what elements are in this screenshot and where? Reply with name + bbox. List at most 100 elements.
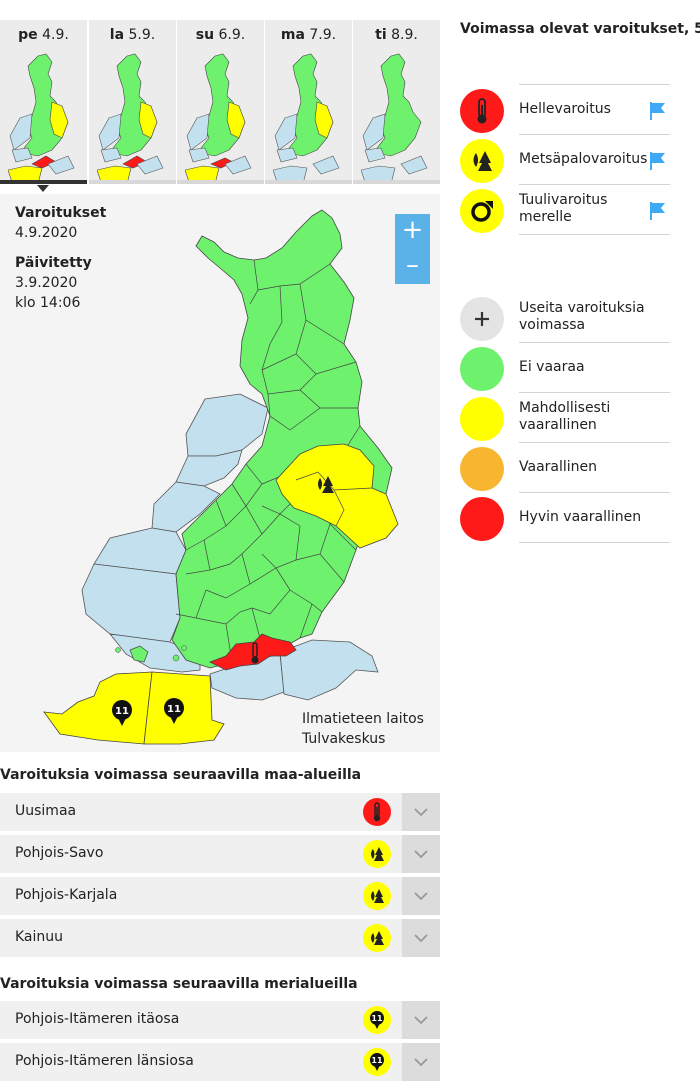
thermometer-icon bbox=[363, 798, 391, 826]
legend-label: Mahdollisesti vaarallinen bbox=[519, 400, 611, 433]
day-tab-2[interactable]: la 5.9. bbox=[89, 20, 176, 184]
day-date: 5.9. bbox=[128, 27, 156, 43]
forest-fire-icon bbox=[363, 882, 391, 910]
expand-button[interactable] bbox=[402, 877, 440, 915]
level-yellow-swatch bbox=[460, 397, 504, 441]
legend-level-potentially-dangerous: Mahdollisesti vaarallinen bbox=[460, 394, 670, 444]
region-name: Pohjois-Itämeren itäosa bbox=[15, 1011, 180, 1027]
warning-map[interactable]: 11 11 Varoitukset 4.9.2020 Päivitetty 3.… bbox=[0, 194, 440, 752]
warnings-date: 4.9.2020 bbox=[15, 225, 78, 241]
legend-label: Metsäpalovaroitus bbox=[519, 151, 648, 167]
day-date: 7.9. bbox=[309, 27, 337, 43]
expand-button[interactable] bbox=[402, 919, 440, 957]
flag-icon[interactable] bbox=[650, 152, 666, 170]
wind-arrow-icon bbox=[460, 189, 504, 233]
level-green-swatch bbox=[460, 347, 504, 391]
warnings-label: Varoitukset bbox=[15, 205, 107, 221]
legend-label: Hyvin vaarallinen bbox=[519, 509, 642, 525]
level-red-swatch bbox=[460, 497, 504, 541]
forest-fire-icon[interactable] bbox=[318, 476, 334, 493]
day-tab-3[interactable]: su 6.9. bbox=[177, 20, 264, 184]
region-row-pohjois-karjala[interactable]: Pohjois-Karjala bbox=[0, 877, 440, 915]
thumbnail-map bbox=[361, 53, 428, 184]
region-row-pohjois-itameren-lansiosa[interactable]: Pohjois-Itämeren länsiosa 11 bbox=[0, 1043, 440, 1081]
wind-marker-icon[interactable]: 11 bbox=[164, 698, 184, 724]
legend-title: Voimassa olevat varoitukset, 5 bbox=[460, 21, 700, 37]
flag-icon[interactable] bbox=[650, 102, 666, 120]
legend-level-no-danger: Ei vaaraa bbox=[460, 344, 670, 394]
expand-button[interactable] bbox=[402, 1043, 440, 1081]
plus-icon bbox=[460, 297, 504, 341]
credit-fmi: Ilmatieteen laitos bbox=[302, 711, 424, 727]
credit-flood-centre: Tulvakeskus bbox=[302, 731, 386, 747]
thumbnail-map bbox=[97, 53, 164, 184]
wind-marker-value: 11 bbox=[371, 1056, 383, 1065]
wind-marker-value: 11 bbox=[167, 704, 181, 715]
flag-icon[interactable] bbox=[650, 202, 666, 220]
zoom-in-button[interactable]: + bbox=[395, 214, 430, 249]
thumbnail-map bbox=[8, 53, 75, 184]
legend-forest-fire-warning: Metsäpalovaroitus bbox=[460, 136, 670, 186]
chevron-down-icon bbox=[414, 1016, 428, 1025]
land-section-title: Varoituksia voimassa seuraavilla maa-alu… bbox=[0, 767, 362, 783]
wind-marker-value: 11 bbox=[115, 706, 129, 717]
chevron-down-icon bbox=[414, 892, 428, 901]
day-tab-1[interactable]: pe 4.9. bbox=[0, 20, 87, 192]
day-date: 4.9. bbox=[42, 27, 69, 43]
legend-wind-warning: Tuulivaroitus merelle bbox=[460, 186, 670, 236]
sea-area-northern-baltic-west[interactable] bbox=[43, 671, 153, 745]
sea-section-title: Varoituksia voimassa seuraavilla merialu… bbox=[0, 976, 358, 992]
wind-marker-value: 11 bbox=[371, 1014, 383, 1023]
wind-marker-icon: 11 bbox=[363, 1048, 391, 1076]
day-abbr: su bbox=[195, 27, 215, 43]
forest-fire-icon bbox=[363, 924, 391, 952]
forest-fire-icon bbox=[363, 840, 391, 868]
thermometer-icon bbox=[460, 89, 504, 133]
day-abbr: pe bbox=[18, 27, 38, 43]
finland-map: 11 11 bbox=[43, 209, 399, 745]
thermometer-icon[interactable] bbox=[251, 642, 259, 664]
aland-islands bbox=[129, 645, 149, 663]
legend-label: Ei vaaraa bbox=[519, 359, 585, 375]
thumbnail-map bbox=[185, 53, 252, 184]
region-row-pohjois-savo[interactable]: Pohjois-Savo bbox=[0, 835, 440, 873]
legend-label: Vaarallinen bbox=[519, 459, 598, 475]
day-tabs: pe 4.9. la 5.9. su 6.9. bbox=[0, 20, 440, 192]
updated-label: Päivitetty bbox=[15, 255, 92, 271]
day-abbr: ma bbox=[280, 27, 305, 43]
region-name: Pohjois-Itämeren länsiosa bbox=[15, 1053, 194, 1069]
updated-time: klo 14:06 bbox=[15, 295, 81, 311]
chevron-down-icon bbox=[414, 808, 428, 817]
region-name: Kainuu bbox=[15, 929, 64, 945]
forest-fire-icon bbox=[460, 139, 504, 183]
sea-area-gulf-of-finland-east[interactable] bbox=[279, 639, 379, 701]
region-name: Pohjois-Karjala bbox=[15, 887, 118, 903]
expand-button[interactable] bbox=[402, 1001, 440, 1039]
region-name: Pohjois-Savo bbox=[15, 845, 104, 861]
legend-level-dangerous: Vaarallinen bbox=[460, 444, 670, 494]
level-orange-swatch bbox=[460, 447, 504, 491]
wind-marker-icon[interactable]: 11 bbox=[112, 700, 132, 726]
day-abbr: ti bbox=[375, 27, 387, 43]
active-tab-caret bbox=[37, 185, 49, 192]
chevron-down-icon bbox=[414, 850, 428, 859]
day-tab-4[interactable]: ma 7.9. bbox=[265, 20, 352, 184]
zoom-out-button[interactable]: – bbox=[395, 249, 430, 284]
day-tab-5[interactable]: ti 8.9. bbox=[353, 20, 440, 184]
legend-label: Useita varoituksia voimassa bbox=[519, 300, 645, 333]
land-area-finland[interactable] bbox=[171, 209, 393, 669]
region-row-kainuu[interactable]: Kainuu bbox=[0, 919, 440, 957]
sea-area-bothnian-sea-north[interactable] bbox=[151, 481, 221, 533]
region-row-uusimaa[interactable]: Uusimaa bbox=[0, 793, 440, 831]
chevron-down-icon bbox=[414, 1058, 428, 1067]
expand-button[interactable] bbox=[402, 835, 440, 873]
sea-area-aland-sea[interactable] bbox=[81, 563, 181, 643]
updated-date: 3.9.2020 bbox=[15, 275, 78, 291]
sea-area-bothnian-bay[interactable] bbox=[185, 393, 269, 457]
legend-label: Tuulivaroitus merelle bbox=[519, 192, 608, 225]
expand-button[interactable] bbox=[402, 793, 440, 831]
legend-heat-warning: Hellevaroitus bbox=[460, 84, 670, 136]
thumbnail-map bbox=[273, 53, 340, 184]
legend-multiple-warnings: Useita varoituksia voimassa bbox=[460, 294, 670, 344]
region-row-pohjois-itameren-itaosa[interactable]: Pohjois-Itämeren itäosa 11 bbox=[0, 1001, 440, 1039]
